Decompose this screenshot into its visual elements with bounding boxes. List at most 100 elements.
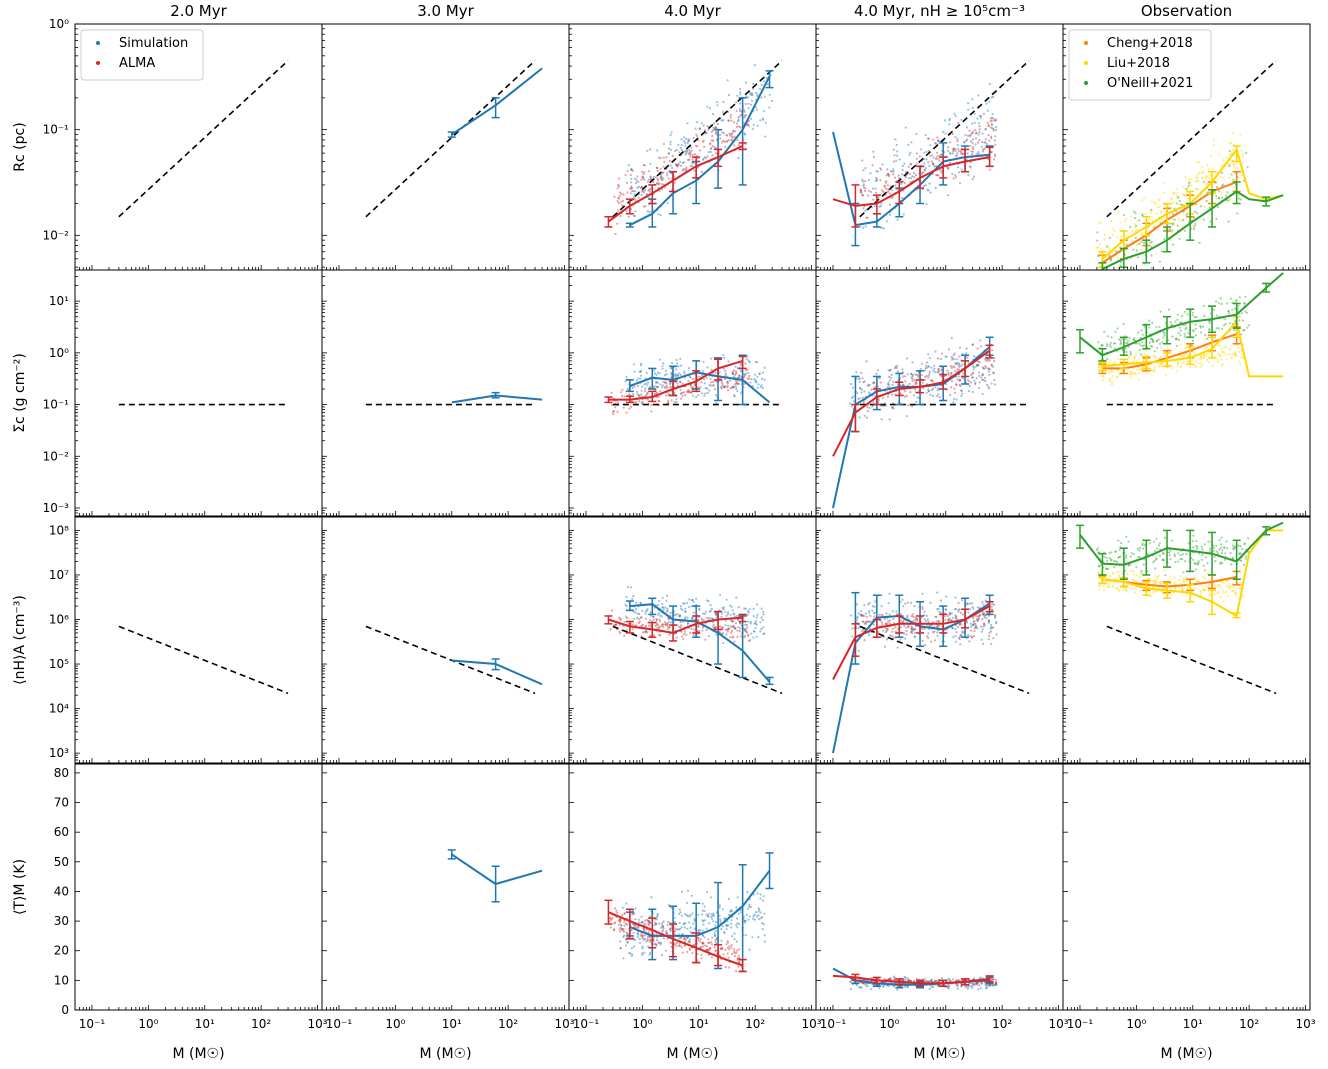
scatter-point — [1148, 319, 1151, 322]
scatter-point — [951, 358, 954, 361]
scatter-point — [1141, 365, 1144, 368]
scatter-point — [958, 608, 961, 611]
scatter-point — [1195, 187, 1198, 190]
scatter-point — [750, 99, 754, 102]
scatter-point — [719, 625, 722, 628]
scatter-point — [724, 611, 727, 614]
scatter-point — [1134, 356, 1137, 359]
scatter-point — [1232, 329, 1236, 332]
scatter-point — [1217, 196, 1221, 199]
scatter-point — [1114, 361, 1117, 364]
scatter-point — [637, 180, 640, 184]
scatter-point — [743, 110, 746, 113]
scatter-point — [946, 149, 950, 152]
scatter-point — [1163, 332, 1166, 335]
scatter-point — [893, 176, 897, 179]
scatter-point — [732, 386, 736, 389]
scatter-point — [1221, 196, 1224, 199]
scatter-point — [987, 367, 990, 370]
scatter-point — [966, 134, 970, 137]
scatter-point — [677, 364, 680, 368]
scatter-point — [690, 599, 694, 602]
scatter-point — [682, 638, 685, 641]
scatter-point — [705, 131, 708, 134]
scatter-point — [743, 629, 746, 632]
scatter-point — [940, 153, 943, 156]
scatter-point — [1129, 373, 1132, 376]
scatter-point — [1199, 324, 1202, 328]
scatter-point — [679, 392, 682, 395]
scatter-point — [721, 384, 724, 387]
scatter-point — [948, 161, 952, 165]
scatter-point — [641, 175, 644, 178]
scatter-point — [938, 610, 941, 614]
scatter-point — [724, 619, 727, 622]
scatter-point — [703, 156, 707, 159]
scatter-point — [663, 385, 667, 388]
scatter-point — [670, 371, 673, 375]
scatter-point — [967, 174, 970, 177]
scatter-point — [931, 163, 935, 166]
scatter-point — [1221, 350, 1224, 353]
scatter-point — [669, 140, 672, 143]
scatter-point — [761, 386, 765, 390]
scatter-point — [969, 634, 972, 637]
scatter-point — [871, 164, 874, 167]
scatter-point — [932, 156, 935, 159]
scatter-point — [989, 126, 992, 129]
scatter-point — [986, 383, 989, 386]
scatter-point — [923, 162, 926, 165]
scatter-point — [966, 602, 969, 605]
scatter-point — [1150, 208, 1153, 211]
scatter-point — [732, 385, 735, 388]
scatter-point — [679, 388, 682, 392]
scatter-point — [646, 384, 649, 387]
scatter-point — [616, 401, 620, 404]
scatter-point — [750, 378, 753, 381]
scatter-point — [1119, 342, 1122, 346]
scatter-point — [610, 609, 614, 612]
scatter-point — [1160, 346, 1163, 349]
scatter-point — [1202, 169, 1205, 173]
scatter-point — [953, 352, 956, 355]
scatter-point — [648, 210, 651, 213]
scatter-point — [976, 619, 979, 623]
scatter-point — [1202, 353, 1205, 356]
scatter-point — [706, 387, 709, 390]
scatter-point — [682, 602, 685, 605]
scatter-point — [727, 389, 730, 392]
scatter-point — [639, 616, 642, 620]
scatter-point — [865, 615, 868, 619]
scatter-point — [1208, 206, 1211, 209]
scatter-point — [1206, 337, 1209, 340]
scatter-point — [727, 611, 730, 614]
scatter-point — [974, 383, 977, 386]
scatter-point — [972, 620, 975, 623]
scatter-point — [1211, 167, 1214, 170]
scatter-point — [875, 178, 879, 181]
scatter-point — [639, 377, 642, 380]
scatter-point — [721, 626, 724, 629]
scatter-point — [927, 388, 930, 391]
scatter-point — [938, 159, 941, 162]
scatter-point — [724, 628, 727, 632]
scatter-point — [664, 623, 667, 626]
scatter-point — [644, 205, 647, 208]
scatter-point — [949, 365, 953, 368]
scatter-point — [704, 132, 708, 135]
scatter-point — [1209, 174, 1212, 177]
scatter-point — [1238, 319, 1241, 322]
scatter-point — [941, 352, 944, 355]
scatter-point — [1151, 200, 1154, 203]
scatter-point — [947, 167, 950, 170]
scatter-point — [921, 606, 924, 609]
scatter-point — [1103, 233, 1106, 236]
scatter-point — [1096, 231, 1099, 234]
scatter-point — [887, 173, 890, 176]
scatter-point — [976, 363, 980, 366]
scatter-point — [987, 358, 990, 361]
scatter-point — [991, 116, 994, 119]
scatter-point — [864, 209, 867, 212]
scatter-point — [1223, 346, 1226, 349]
scatter-point — [1143, 196, 1146, 199]
